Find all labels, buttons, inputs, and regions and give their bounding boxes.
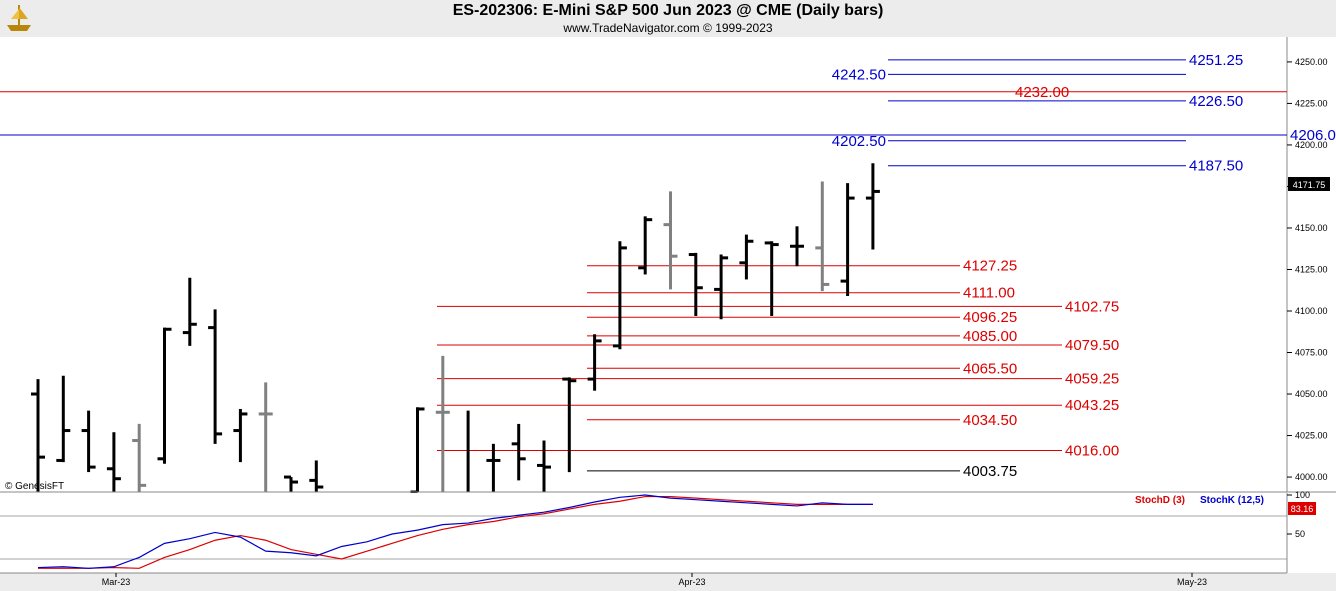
chart-subtitle: www.TradeNavigator.com © 1999-2023 xyxy=(563,21,773,35)
level-label: 4242.50 xyxy=(832,66,886,83)
price-tick-label: 4125.00 xyxy=(1295,264,1328,274)
stoch-tick-label: 100 xyxy=(1295,490,1310,500)
price-bars xyxy=(31,163,880,494)
level-label: 4102.75 xyxy=(1065,298,1119,315)
chart-header xyxy=(0,0,1336,37)
stochK-line xyxy=(37,494,873,569)
price-tick-label: 4100.00 xyxy=(1295,306,1328,316)
level-label: 4085.00 xyxy=(963,328,1017,345)
stoch-axis-ticks: 100 50 xyxy=(1287,490,1310,539)
level-label: 4187.50 xyxy=(1189,158,1243,175)
stochastic-panel: 100 50 StochD (3) StochK (12,5) 83.16 xyxy=(0,490,1316,573)
chart-title: ES-202306: E-Mini S&P 500 Jun 2023 @ CME… xyxy=(452,2,884,19)
price-tick-label: 4000.00 xyxy=(1295,472,1328,482)
date-tick-label: Apr-23 xyxy=(678,577,705,587)
stoch-tick-label: 50 xyxy=(1295,529,1305,539)
level-lines: 4251.25 4242.50 4232.00 4226.50 4206.00 4202.… xyxy=(0,52,1336,480)
price-axis-ticks: 4250.004225.004200.004175.004150.004125.… xyxy=(1287,57,1328,482)
level-label: 4202.50 xyxy=(832,133,886,150)
stoch-lines xyxy=(37,494,873,569)
price-tick-label: 4025.00 xyxy=(1295,431,1328,441)
last-price-box xyxy=(1288,177,1330,191)
level-label: 4096.25 xyxy=(963,309,1017,326)
level-label: 4111.00 xyxy=(963,285,1015,302)
price-tick-label: 4150.00 xyxy=(1295,223,1328,233)
price-plot-area xyxy=(0,37,1287,492)
date-axis-ticks: Mar-23 Apr-23 May-23 xyxy=(102,573,1207,587)
level-label: 4251.25 xyxy=(1189,52,1243,69)
level-label: 4065.50 xyxy=(963,360,1017,377)
copyright-label: © GenesisFT xyxy=(5,481,64,492)
level-label: 4226.50 xyxy=(1189,93,1243,110)
price-tick-label: 4250.00 xyxy=(1295,57,1328,67)
level-label: 4059.25 xyxy=(1065,371,1119,388)
date-tick-label: Mar-23 xyxy=(102,577,131,587)
level-label: 4206.00 xyxy=(1290,127,1336,144)
level-label: 4043.25 xyxy=(1065,397,1119,414)
price-tick-label: 4200.00 xyxy=(1295,140,1328,150)
level-label: 4034.50 xyxy=(963,412,1017,429)
price-tick-label: 4050.00 xyxy=(1295,389,1328,399)
last-price-label: 4171.75 xyxy=(1293,180,1326,190)
date-tick-label: May-23 xyxy=(1177,577,1207,587)
level-label: 4003.75 xyxy=(963,463,1017,480)
stochD-line xyxy=(38,495,873,569)
level-label: 4079.50 xyxy=(1065,337,1119,354)
level-label: 4016.00 xyxy=(1065,442,1119,459)
date-axis-area xyxy=(0,573,1287,591)
level-label: 4127.25 xyxy=(963,258,1017,275)
corner-area xyxy=(1287,573,1336,591)
stoch-last-value: 83.16 xyxy=(1291,504,1314,514)
price-tick-label: 4225.00 xyxy=(1295,98,1328,108)
price-tick-label: 4075.00 xyxy=(1295,348,1328,358)
stochK-legend: StochK (12,5) xyxy=(1200,495,1264,506)
stochD-legend: StochD (3) xyxy=(1135,495,1185,506)
stoch-last-box xyxy=(1288,502,1316,515)
level-label: 4232.00 xyxy=(1015,84,1069,101)
ship-logo-icon xyxy=(7,5,31,31)
price-panel: 4251.25 4242.50 4232.00 4226.50 4206.00 4202.… xyxy=(0,37,1336,494)
stoch-plot-area xyxy=(0,493,1287,573)
